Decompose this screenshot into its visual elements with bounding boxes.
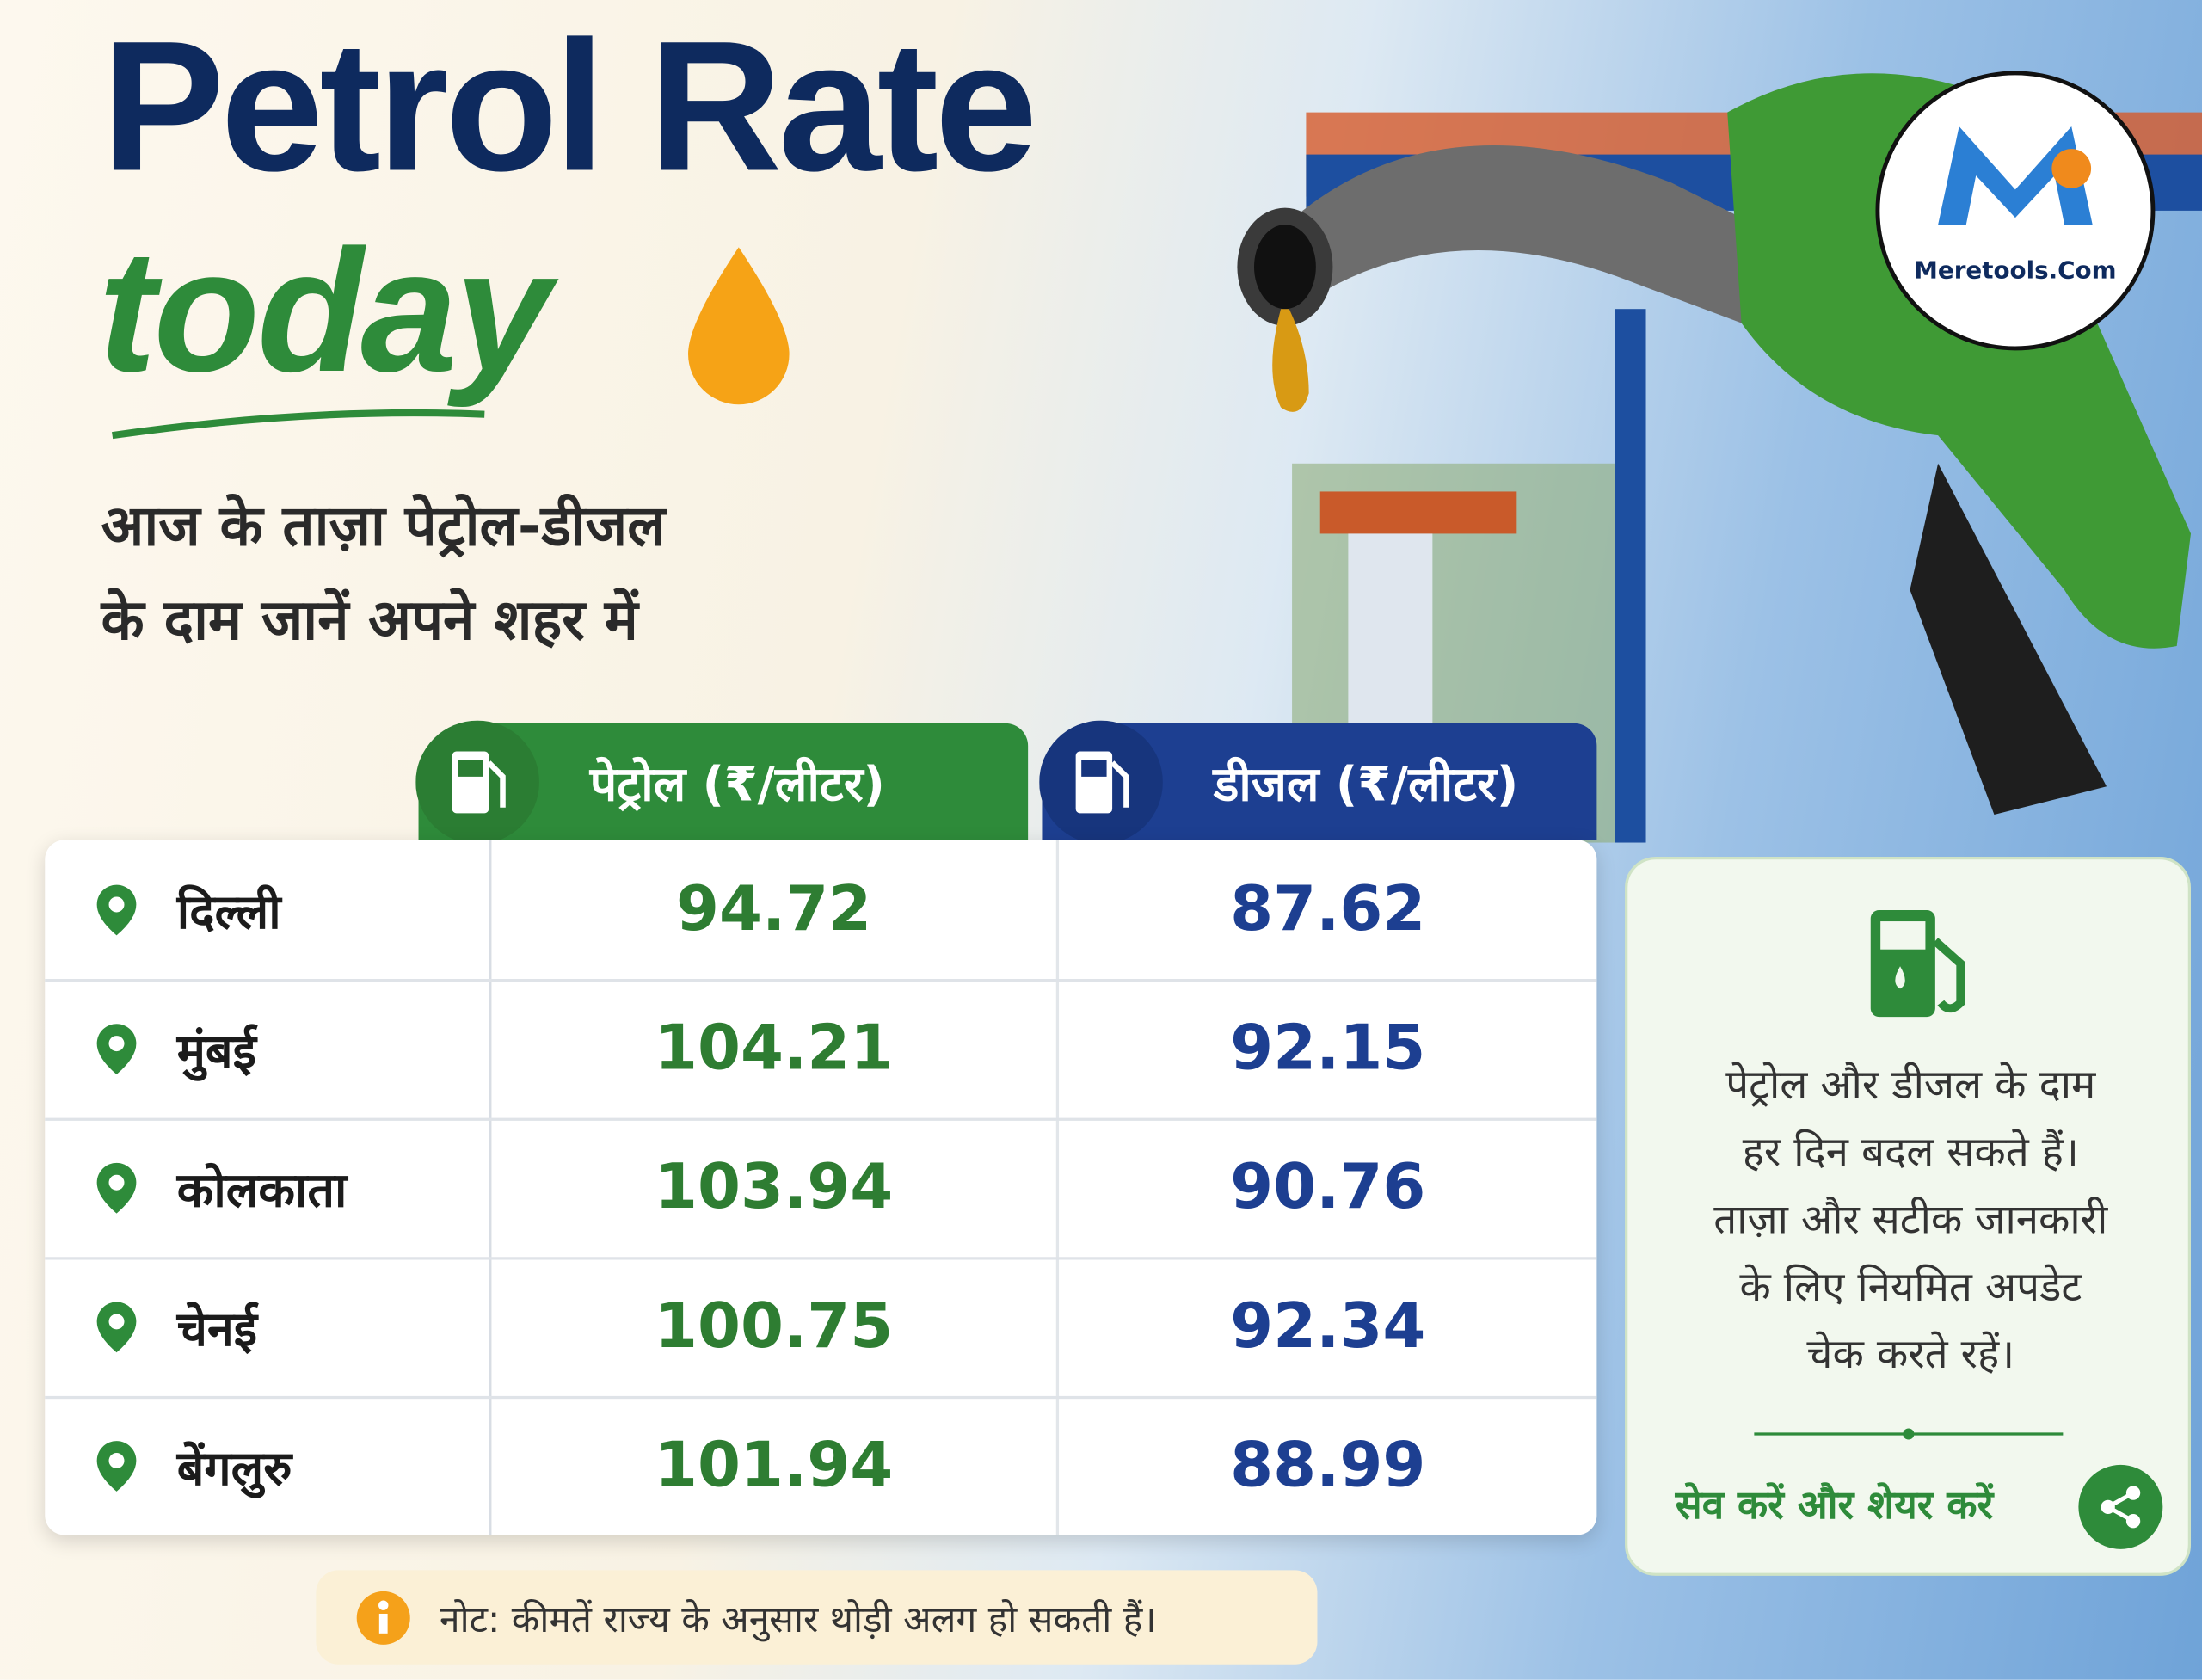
column-header: पेट्रोल (₹/लीटर) [589, 756, 885, 813]
diesel-price: 88.99 [1230, 1430, 1426, 1502]
note-text: नोट: कीमतें राज्य के अनुसार थोड़ी अलग हो… [440, 1599, 1157, 1642]
location-pin [93, 1020, 141, 1076]
petrol-price: 94.72 [675, 873, 872, 945]
info-icon [356, 1591, 410, 1645]
petrol-header: पेट्रोल (₹/लीटर) [415, 719, 1029, 844]
row-divider [45, 978, 1597, 982]
petrol-price: 104.21 [654, 1012, 894, 1085]
subtitle-line: आज के ताज़ा पेट्रोल-डीजल [101, 494, 666, 559]
city-name: दिल्ली [176, 883, 281, 941]
petrol-price: 100.75 [654, 1290, 894, 1363]
column-header: डीजल (₹/लीटर) [1213, 756, 1519, 813]
info-line: के लिए नियमित अपडेट [1739, 1262, 2082, 1311]
petrol-price: 103.94 [654, 1151, 894, 1224]
diesel-price: 92.15 [1230, 1012, 1426, 1085]
rate-table: दिल्ली 94.72 87.62 मुंबई 104.21 92.15 कोलकाता 1… [45, 840, 1597, 1535]
location-pin [93, 1298, 141, 1354]
share-button[interactable] [2077, 1463, 2164, 1550]
column-divider [489, 840, 492, 1535]
row-divider [45, 1117, 1597, 1121]
logo: Meretools.Com [1875, 71, 2156, 351]
fuel-icon [1039, 719, 1163, 844]
diesel-price: 92.34 [1230, 1290, 1426, 1363]
title-decoration [112, 247, 790, 440]
location-pin [93, 1160, 141, 1215]
column-divider [1055, 840, 1060, 1535]
logo-text: Meretools.Com [1914, 255, 2116, 284]
location-pin [93, 1437, 141, 1493]
title-accent: today [98, 214, 551, 409]
info-line: हर दिन बदल सकते हैं। [1742, 1128, 2079, 1176]
city-name: कोलकाता [176, 1162, 348, 1219]
diesel-price: 90.76 [1230, 1151, 1426, 1224]
diesel-price: 87.62 [1230, 873, 1426, 945]
city-name: मुंबई [176, 1023, 256, 1080]
fuel-icon [415, 719, 539, 844]
info-line: पेट्रोल और डीजल के दाम [1725, 1060, 2096, 1109]
title: Petrol Rate [101, 3, 1038, 210]
note: नोट: कीमतें राज्य के अनुसार थोड़ी अलग हो… [316, 1570, 1318, 1665]
location-pin [93, 882, 141, 938]
petrol-price: 101.94 [654, 1430, 894, 1502]
subtitle-line: के दाम जानें अपने शहर में [101, 588, 638, 654]
info-line: ताज़ा और सटीक जानकारी [1713, 1195, 2108, 1243]
share-text: सेव करें और शेयर करें [1675, 1481, 1994, 1529]
city-name: बेंगलुरु [176, 1440, 292, 1497]
fuel-icon [1870, 909, 1965, 1018]
divider [1754, 1428, 2064, 1440]
row-divider [45, 1257, 1597, 1260]
row-divider [45, 1395, 1597, 1400]
diesel-header: डीजल (₹/लीटर) [1039, 719, 1597, 844]
city-name: चेनई [176, 1301, 258, 1358]
info-line: चेक करते रहें। [1806, 1330, 2015, 1378]
info-card: पेट्रोल और डीजल के दाम हर दिन बदल सकते ह… [1625, 856, 2192, 1576]
